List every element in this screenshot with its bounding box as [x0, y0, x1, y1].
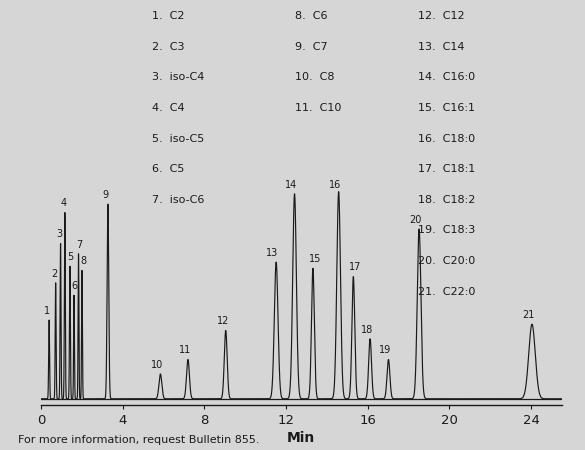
Text: 13: 13	[266, 248, 278, 258]
Text: 12.  C12: 12. C12	[418, 11, 465, 21]
Text: 21.  C22:0: 21. C22:0	[418, 287, 476, 297]
Text: 1.  C2: 1. C2	[152, 11, 185, 21]
Text: 18.  C18:2: 18. C18:2	[418, 195, 476, 205]
Text: 21: 21	[522, 310, 535, 320]
X-axis label: Min: Min	[287, 431, 315, 445]
Text: 20: 20	[410, 215, 422, 225]
Text: 5: 5	[68, 252, 74, 262]
Text: 12: 12	[216, 316, 229, 326]
Text: 14.  C16:0: 14. C16:0	[418, 72, 476, 82]
Text: 13.  C14: 13. C14	[418, 42, 464, 52]
Text: 9: 9	[103, 190, 109, 200]
Text: 10: 10	[151, 360, 163, 370]
Text: 2.  C3: 2. C3	[152, 42, 185, 52]
Text: 6: 6	[71, 281, 78, 291]
Text: 10.  C8: 10. C8	[295, 72, 335, 82]
Text: 8.  C6: 8. C6	[295, 11, 328, 21]
Text: 19: 19	[379, 345, 391, 356]
Text: 15: 15	[309, 254, 321, 264]
Text: 11.  C10: 11. C10	[295, 103, 342, 113]
Text: 17: 17	[349, 262, 362, 272]
Text: 9.  C7: 9. C7	[295, 42, 328, 52]
Text: 6.  C5: 6. C5	[152, 164, 184, 174]
Text: 17.  C18:1: 17. C18:1	[418, 164, 476, 174]
Text: 5.  iso-C5: 5. iso-C5	[152, 134, 204, 144]
Text: 18: 18	[360, 324, 373, 335]
Text: 16: 16	[329, 180, 341, 189]
Text: 15.  C16:1: 15. C16:1	[418, 103, 475, 113]
Text: 4.  C4: 4. C4	[152, 103, 185, 113]
Text: 7.  iso-C6: 7. iso-C6	[152, 195, 205, 205]
Text: 8: 8	[81, 256, 87, 266]
Text: 1: 1	[44, 306, 50, 316]
Text: 7: 7	[76, 240, 82, 250]
Text: 20.  C20:0: 20. C20:0	[418, 256, 476, 266]
Text: 11: 11	[179, 345, 191, 356]
Text: 19.  C18:3: 19. C18:3	[418, 225, 476, 235]
Text: 14: 14	[285, 180, 297, 189]
Text: 4: 4	[61, 198, 67, 208]
Text: 3: 3	[56, 230, 62, 239]
Text: 2: 2	[51, 269, 57, 279]
Text: For more information, request Bulletin 855.: For more information, request Bulletin 8…	[18, 435, 259, 445]
Text: 16.  C18:0: 16. C18:0	[418, 134, 476, 144]
Text: 3.  iso-C4: 3. iso-C4	[152, 72, 205, 82]
